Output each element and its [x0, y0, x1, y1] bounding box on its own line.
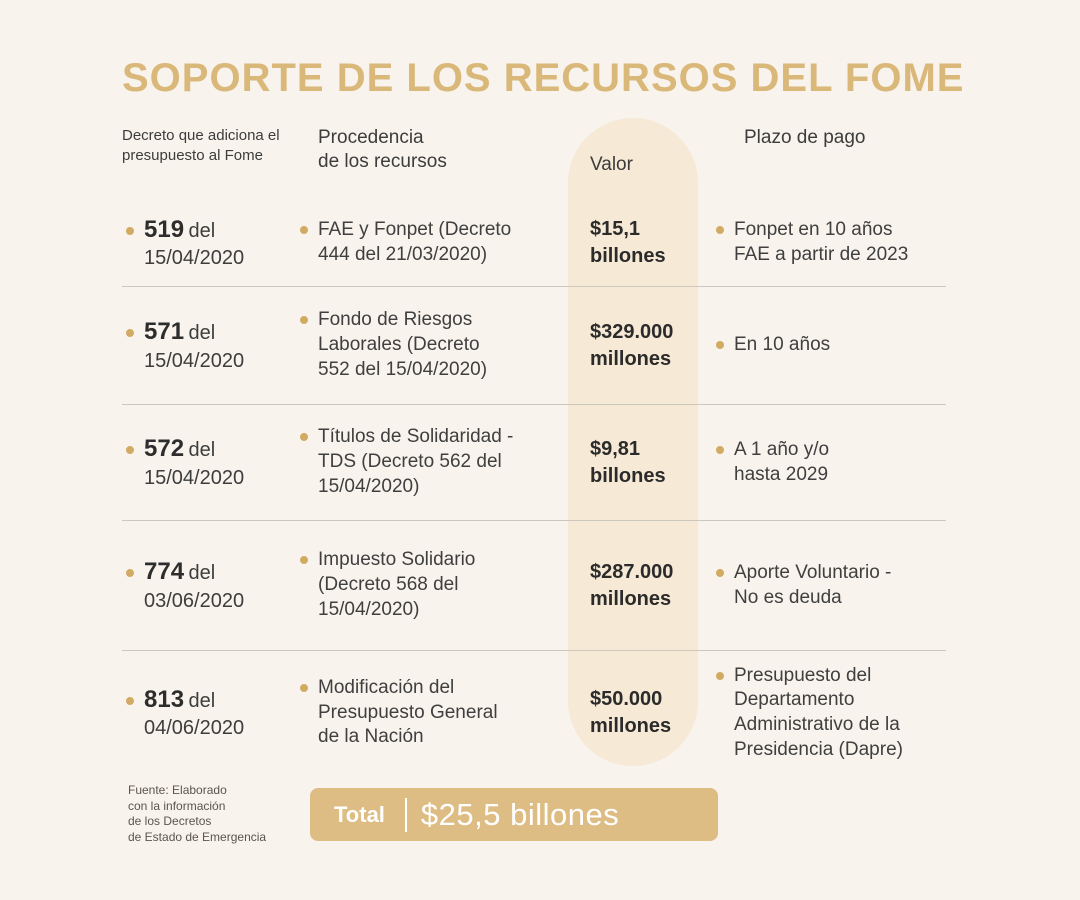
term-text: Presupuesto del Departamento Administrat…: [734, 664, 903, 760]
decree-del: del: [188, 689, 216, 712]
value-unit: millones: [590, 347, 672, 370]
bullet-icon: [716, 568, 724, 577]
bullet-icon: [126, 226, 134, 235]
value-amount: $50.000: [590, 688, 663, 710]
value-cell: $15,1 billones: [568, 200, 716, 286]
decree-cell: 571 del 15/04/2020: [122, 287, 300, 404]
source-cell: Títulos de Solidaridad - TDS (Decreto 56…: [300, 405, 568, 520]
source-text: Modificación del Presupuesto General de …: [318, 676, 498, 748]
decree-cell: 572 del 15/04/2020: [122, 405, 300, 520]
total-label: Total: [334, 801, 385, 827]
term-text: En 10 años: [734, 334, 831, 356]
term-cell: A 1 año y/o hasta 2029: [716, 405, 946, 520]
source-text: Títulos de Solidaridad - TDS (Decreto 56…: [318, 426, 514, 497]
value-amount: $287.000: [590, 560, 674, 583]
value-amount: $9,81: [590, 437, 641, 460]
term-text: Aporte Voluntario - No es deuda: [734, 561, 892, 608]
value-unit: millones: [590, 587, 672, 610]
valor-column-band: [568, 118, 698, 766]
decree-del: del: [188, 439, 216, 462]
source-text: Fondo de Riesgos Laborales (Decreto 552 …: [318, 309, 488, 380]
decree-del: del: [188, 219, 216, 242]
term-text: Fonpet en 10 años FAE a partir de 2023: [734, 219, 909, 265]
value-cell: $287.000 millones: [568, 521, 716, 650]
header-plazo: Plazo de pago: [744, 127, 866, 148]
total-pill: Total $25,5 billones: [310, 788, 718, 841]
decree-date: 04/06/2020: [144, 717, 245, 740]
bullet-icon: [716, 341, 724, 350]
page-title: SOPORTE DE LOS RECURSOS DEL FOME: [122, 56, 965, 100]
bullet-icon: [126, 696, 134, 705]
value-cell: $9,81 billones: [568, 405, 716, 520]
bullet-icon: [300, 226, 308, 235]
term-cell: Aporte Voluntario - No es deuda: [716, 521, 946, 650]
decree-number: 519: [144, 215, 185, 243]
bullet-icon: [716, 671, 724, 680]
source-cell: Fondo de Riesgos Laborales (Decreto 552 …: [300, 287, 568, 404]
source-text: FAE y Fonpet (Decreto 444 del 21/03/2020…: [318, 219, 512, 265]
bullet-icon: [716, 226, 724, 235]
table-row: 813 del 04/06/2020 Modificación del Pres…: [122, 651, 946, 775]
table-row: 519 del 15/04/2020 FAE y Fonpet (Decreto…: [122, 200, 946, 287]
value-amount: $329.000: [590, 320, 674, 343]
decree-del: del: [188, 322, 216, 345]
header-procedencia: Procedencia de los recursos: [318, 127, 447, 173]
source-cell: FAE y Fonpet (Decreto 444 del 21/03/2020…: [300, 200, 568, 286]
decree-date: 15/04/2020: [144, 466, 245, 489]
total-divider: [404, 797, 407, 832]
source-cell: Modificación del Presupuesto General de …: [300, 651, 568, 775]
term-cell: En 10 años: [716, 287, 946, 404]
bullet-icon: [300, 433, 308, 442]
term-cell: Fonpet en 10 años FAE a partir de 2023: [716, 200, 946, 286]
header-valor: Valor: [590, 154, 633, 175]
decree-cell: 519 del 15/04/2020: [122, 200, 300, 286]
table-header-row: Decreto que adiciona el presupuesto al F…: [122, 126, 946, 200]
value-unit: billones: [590, 245, 666, 267]
decree-number: 572: [144, 435, 185, 463]
bullet-icon: [300, 316, 308, 325]
source-note: Fuente: Elaborado con la información de …: [128, 783, 267, 844]
bullet-icon: [126, 569, 134, 578]
bullet-icon: [126, 446, 134, 455]
table-row: 571 del 15/04/2020 Fondo de Riesgos Labo…: [122, 287, 946, 405]
decree-date: 15/04/2020: [144, 349, 245, 372]
bullet-icon: [716, 445, 724, 454]
fome-table: Decreto que adiciona el presupuesto al F…: [122, 126, 946, 775]
decree-date: 15/04/2020: [144, 247, 245, 270]
source-text: Impuesto Solidario (Decreto 568 del 15/0…: [318, 549, 476, 620]
term-cell: Presupuesto del Departamento Administrat…: [716, 651, 946, 775]
bullet-icon: [126, 329, 134, 338]
decree-number: 813: [144, 685, 185, 713]
total-value: $25,5 billones: [420, 796, 620, 832]
decree-del: del: [188, 562, 216, 585]
value-amount: $15,1: [590, 218, 641, 240]
value-cell: $50.000 millones: [568, 651, 716, 775]
value-unit: millones: [590, 715, 672, 737]
table-row: 572 del 15/04/2020 Títulos de Solidarida…: [122, 405, 946, 521]
term-text: A 1 año y/o hasta 2029: [734, 438, 830, 485]
source-cell: Impuesto Solidario (Decreto 568 del 15/0…: [300, 521, 568, 650]
decree-number: 774: [144, 558, 185, 586]
table-row: 774 del 03/06/2020 Impuesto Solidario (D…: [122, 521, 946, 651]
decree-number: 571: [144, 318, 185, 346]
header-decreto: Decreto que adiciona el presupuesto al F…: [122, 127, 280, 164]
decree-cell: 774 del 03/06/2020: [122, 521, 300, 650]
value-unit: billones: [590, 464, 666, 487]
decree-cell: 813 del 04/06/2020: [122, 651, 300, 775]
bullet-icon: [300, 556, 308, 565]
bullet-icon: [300, 683, 308, 692]
value-cell: $329.000 millones: [568, 287, 716, 404]
decree-date: 03/06/2020: [144, 589, 245, 612]
